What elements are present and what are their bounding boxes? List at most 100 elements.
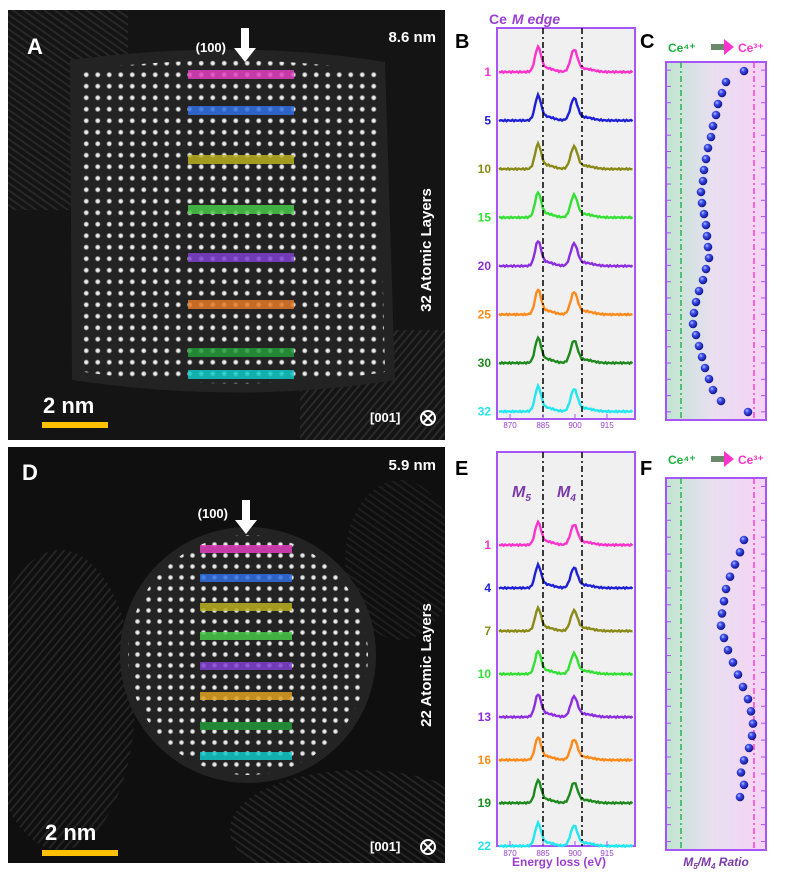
ratio-point	[689, 308, 699, 318]
ratio-point	[713, 99, 723, 109]
zone-axis-label-a: [001]	[370, 410, 400, 425]
spectrum-layer-label: 20	[478, 259, 492, 273]
into-page-icon-d	[420, 839, 436, 855]
m4-peak-label: M4	[557, 484, 576, 504]
ratio-point	[697, 352, 707, 362]
layer-stripes-a	[188, 70, 294, 379]
ratio-point	[716, 396, 726, 406]
ratio-point	[743, 407, 753, 417]
spectrum-line	[498, 604, 633, 634]
direction-label-a: (100)	[196, 40, 226, 55]
ratio-point	[708, 121, 718, 131]
ratio-frame-c	[665, 61, 767, 421]
layer-stripe	[200, 603, 292, 611]
layer-stripe	[188, 155, 294, 164]
spectrum-layer-label: 30	[478, 356, 492, 370]
ratio-point	[691, 297, 701, 307]
layer-stripe	[188, 70, 294, 79]
particle-size-label-a: 8.6 nm	[388, 29, 436, 46]
ratio-points-c	[688, 66, 753, 417]
into-page-icon-a	[420, 410, 436, 426]
spectra-e: 1 4 7 10 13 16 19 22	[478, 519, 634, 853]
layer-stripe	[188, 300, 294, 309]
ratio-point	[708, 385, 718, 395]
x-tick-label: 900	[568, 421, 582, 430]
ce4-label-c: Ce⁴⁺	[668, 41, 696, 55]
x-ticks-e: 870 885 900 915	[503, 841, 614, 858]
spectrum-layer-label: 1	[484, 65, 491, 79]
spectra-frame-e	[496, 451, 636, 847]
spectrum-line	[498, 190, 634, 220]
spectrum-line	[498, 519, 634, 548]
ratio-point	[699, 165, 709, 175]
spectrum-line	[498, 382, 634, 414]
arrow-right-icon	[711, 39, 734, 55]
direction-label-d: (100)	[198, 506, 228, 521]
direction-arrow-icon	[234, 28, 256, 62]
spectrum-line	[498, 140, 633, 172]
ratio-point	[719, 596, 729, 606]
ratio-point	[717, 609, 727, 618]
panel-c-letter: C	[640, 31, 654, 53]
y-ticks-f	[666, 485, 766, 843]
ce4-label-f: Ce⁴⁺	[668, 453, 696, 467]
ratio-point	[700, 363, 710, 373]
y-ticks-c	[666, 69, 766, 413]
ratio-point	[721, 584, 731, 594]
panel-a-letter: A	[27, 34, 43, 59]
layer-stripe	[188, 348, 294, 357]
atomic-layers-label-d: 22 Atomic Layers	[418, 603, 435, 727]
ratio-point	[739, 780, 749, 790]
spectrum-layer-label: 4	[484, 581, 491, 595]
arrow-right-icon	[711, 451, 734, 467]
x-tick-label: 870	[503, 421, 517, 430]
spectrum-layer-label: 15	[478, 211, 492, 225]
x-axis-label-e: Energy loss (eV)	[512, 855, 606, 869]
ratio-point	[716, 621, 726, 630]
spectrum-line	[498, 239, 634, 269]
spectrum-layer-label: 7	[484, 624, 491, 638]
ratio-point	[748, 719, 758, 728]
layer-stripe	[188, 106, 294, 115]
x-ticks-b: 870 885 900 915	[503, 414, 614, 430]
scalebar-a	[42, 422, 108, 428]
atomic-lattice-d	[128, 535, 368, 775]
ratio-point	[739, 535, 749, 545]
ratio-point	[717, 88, 727, 98]
ce3-label-c: Ce³⁺	[738, 41, 764, 55]
scalebar-label-a: 2 nm	[43, 393, 94, 418]
scalebar-label-d: 2 nm	[45, 820, 96, 845]
spectrum-layer-label: 1	[484, 538, 491, 552]
ratio-point	[694, 341, 704, 351]
ratio-point	[739, 66, 749, 76]
spectrum-line	[498, 288, 633, 317]
ratio-point	[704, 374, 714, 384]
ce3-label-f: Ce³⁺	[738, 453, 764, 467]
spectrum-layer-label: 13	[478, 710, 492, 724]
ratio-point	[746, 707, 756, 716]
spectrum-layer-label: 10	[478, 162, 492, 176]
ratio-point	[747, 731, 757, 741]
panel-a: A 8.6 nm (100) 32 Atomic Layers 2 nm [00…	[8, 10, 445, 440]
spectra-frame-b	[496, 27, 636, 420]
x-tick-label: 900	[568, 849, 582, 858]
layer-stripe	[200, 662, 292, 670]
layer-stripe	[200, 545, 292, 553]
layer-stripe	[200, 692, 292, 700]
ratio-point	[744, 743, 754, 753]
spectrum-layer-label: 19	[478, 796, 492, 810]
ratio-point	[701, 154, 711, 164]
m5-peak-label: M5	[512, 484, 531, 504]
ratio-point	[698, 275, 708, 285]
ratio-point	[701, 264, 711, 274]
panel-e: E M5 M4 1 4 7 10 13 16 19 22 870 885 900 915 Energ…	[455, 451, 636, 869]
panel-b-letter: B	[455, 31, 469, 53]
ratio-point	[691, 330, 701, 340]
layer-stripes-d	[200, 545, 292, 760]
spectrum-line	[498, 735, 633, 763]
panel-d-letter: D	[22, 460, 38, 485]
x-axis-label-f: M5/M4 Ratio	[683, 855, 749, 871]
panel-d: D 5.9 nm (100) 22 Atomic Layers 2 nm [00…	[8, 447, 445, 863]
x-tick-label: 870	[503, 849, 517, 858]
